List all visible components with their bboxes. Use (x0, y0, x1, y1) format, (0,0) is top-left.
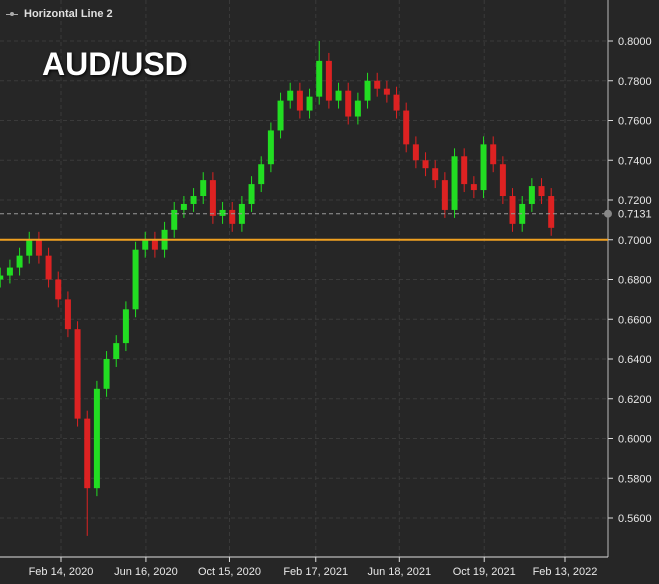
x-tick-label: Oct 19, 2021 (453, 566, 516, 578)
candle-body (287, 90, 294, 101)
candle-body (306, 96, 313, 111)
candle-body (229, 209, 236, 224)
candle-body (393, 94, 400, 111)
candle-body (93, 388, 100, 489)
y-tick-label: 0.6200 (618, 394, 652, 406)
candle-body (374, 80, 381, 89)
x-tick-label: Feb 13, 2022 (533, 566, 598, 578)
candle-body (528, 186, 535, 204)
candle-body (277, 100, 284, 131)
candle-body (451, 156, 458, 210)
candle-body (296, 90, 303, 111)
y-tick-label: 0.7200 (618, 195, 652, 207)
candle-body (412, 144, 419, 161)
legend-label: Horizontal Line 2 (24, 8, 113, 20)
candle-body (538, 186, 545, 197)
candle-body (74, 329, 81, 419)
candle-body (364, 80, 371, 101)
x-tick-label: Feb 14, 2020 (29, 566, 94, 578)
current-price-marker (604, 209, 612, 218)
y-tick-label: 0.7000 (618, 235, 652, 247)
candle-body (103, 359, 110, 389)
candle-body (142, 239, 149, 250)
candle-body (132, 249, 139, 310)
candle-body (190, 196, 197, 204)
y-tick-label: 0.5600 (618, 513, 652, 525)
y-tick-label: 0.7400 (618, 155, 652, 167)
y-tick-label: 0.6800 (618, 275, 652, 287)
x-tick-label: Jun 18, 2021 (367, 566, 431, 578)
x-tick-label: Oct 15, 2020 (198, 566, 261, 578)
legend[interactable]: Horizontal Line 2 (6, 8, 113, 20)
horizontal-line-icon (6, 11, 18, 16)
candle-body (180, 203, 187, 210)
chart-title: AUD/USD (42, 46, 188, 82)
candle-body (84, 418, 91, 489)
candle-body (480, 144, 487, 191)
candle-body (432, 168, 439, 181)
y-tick-label: 0.6600 (618, 314, 652, 326)
candle-body (345, 90, 352, 117)
candle-body (403, 110, 410, 145)
candle-body (200, 180, 207, 197)
candle-body (122, 309, 129, 344)
candle-body (335, 90, 342, 101)
candle-body (548, 196, 555, 228)
candle-body (441, 180, 448, 210)
candle-body (248, 184, 255, 204)
y-tick-label: 0.8000 (618, 36, 652, 48)
candle-body (316, 60, 323, 97)
y-tick-label: 0.7800 (618, 76, 652, 88)
candle-body (26, 239, 33, 256)
candle-body (6, 267, 13, 276)
x-tick-label: Jun 16, 2020 (114, 566, 178, 578)
candle-body (461, 156, 468, 185)
candle-body (151, 239, 158, 250)
candle-body (383, 88, 390, 95)
x-tick-label: Feb 17, 2021 (283, 566, 348, 578)
candle-body (64, 299, 71, 330)
candle-body (209, 180, 216, 216)
candle-body (354, 100, 361, 117)
y-tick-label: 0.7600 (618, 116, 652, 128)
candle-body (422, 160, 429, 169)
candle-body (325, 60, 332, 101)
candle-body (55, 279, 62, 300)
y-tick-label: 0.6400 (618, 354, 652, 366)
candle-body (519, 203, 526, 224)
candle-body (509, 196, 516, 224)
y-tick-label: 0.6000 (618, 434, 652, 446)
candle-body (490, 144, 497, 165)
y-tick-label: 0.5800 (618, 473, 652, 485)
candle-body (267, 130, 274, 165)
current-price-label: 0.7131 (618, 209, 652, 221)
candle-body (470, 184, 477, 191)
candle-body (499, 164, 506, 197)
candle-body (258, 164, 265, 185)
candle-body (16, 255, 23, 268)
candle-body (0, 275, 4, 280)
candle-body (45, 255, 52, 280)
candle-body (171, 209, 178, 230)
candle-body (219, 209, 226, 216)
candle-body (113, 343, 120, 359)
candle-body (35, 239, 42, 256)
